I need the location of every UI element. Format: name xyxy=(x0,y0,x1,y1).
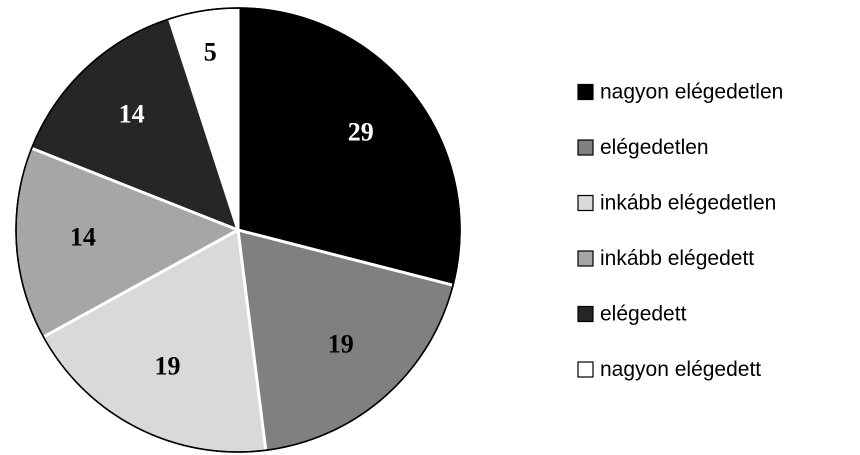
legend-swatch xyxy=(577,194,594,212)
legend-swatch xyxy=(577,83,594,101)
legend-label: elégedett xyxy=(600,303,687,326)
data-label: 19 xyxy=(154,351,180,380)
slice-separator xyxy=(236,229,268,450)
data-label: 14 xyxy=(70,223,96,252)
legend-label: inkább elégedetlen xyxy=(600,192,776,215)
legend-swatch xyxy=(577,305,594,323)
slice-separator xyxy=(237,228,453,287)
legend-label: nagyon elégedett xyxy=(600,358,761,381)
slice-separator xyxy=(31,147,239,232)
legend-swatch xyxy=(577,361,594,378)
slice-separator xyxy=(43,228,239,338)
slice-separator xyxy=(168,19,240,231)
data-label: 5 xyxy=(204,38,217,67)
legend-swatch xyxy=(577,250,594,267)
legend-swatch xyxy=(577,139,594,156)
legend-label: inkább elégedett xyxy=(600,247,754,270)
legend-label: nagyon elégedetlen xyxy=(600,81,783,104)
legend-label: elégedetlen xyxy=(600,136,709,159)
data-label: 19 xyxy=(328,330,354,359)
data-label: 14 xyxy=(119,100,145,129)
pie-outline xyxy=(15,7,461,453)
data-label: 29 xyxy=(348,118,374,147)
